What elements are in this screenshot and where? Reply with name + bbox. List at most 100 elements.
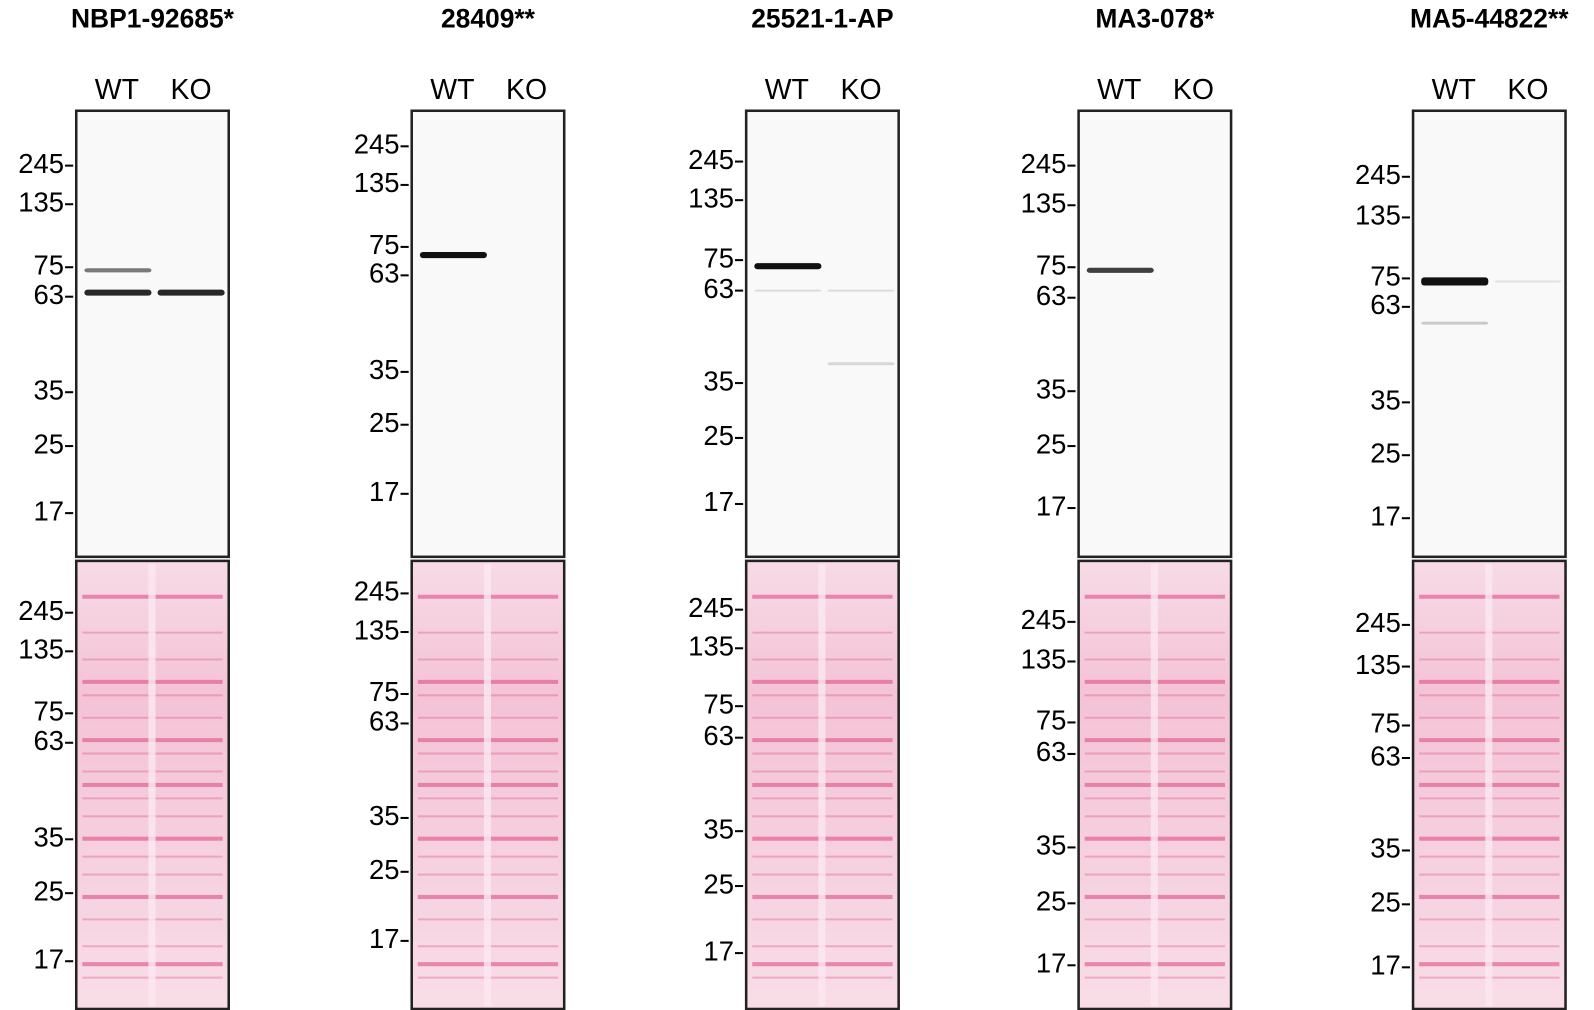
band bbox=[84, 268, 152, 273]
lane-label: WT bbox=[1432, 74, 1476, 106]
band bbox=[827, 289, 895, 292]
panel-title: 25521-1-AP bbox=[751, 3, 893, 33]
lane-label: WT bbox=[1097, 74, 1141, 106]
panel: MA3-078*WT KO2451357563352517245135756335… bbox=[1021, 3, 1233, 1010]
marker-label: 35 bbox=[369, 800, 400, 831]
lane-label: KO bbox=[1507, 74, 1548, 106]
blot-membrane bbox=[74, 109, 231, 559]
marker-label: 63 bbox=[369, 706, 400, 737]
marker-label: 63 bbox=[1036, 280, 1067, 311]
lane-label: KO bbox=[506, 74, 547, 106]
marker-label: 63 bbox=[369, 258, 400, 289]
marker-label: 25 bbox=[369, 854, 400, 885]
marker-label: 75 bbox=[1370, 261, 1401, 292]
lane-gap bbox=[818, 563, 826, 1006]
marker-label: 135 bbox=[354, 614, 400, 645]
lane-label: WT bbox=[430, 74, 474, 106]
marker-label: 25 bbox=[369, 407, 400, 438]
marker-label: 25 bbox=[1370, 437, 1401, 468]
marker-label: 135 bbox=[18, 186, 64, 217]
marker-label: 75 bbox=[34, 696, 65, 727]
marker-label: 17 bbox=[1370, 500, 1401, 531]
marker-label: 135 bbox=[1021, 644, 1067, 675]
lane-gap bbox=[148, 563, 156, 1006]
band bbox=[84, 289, 152, 296]
marker-label: 75 bbox=[369, 229, 400, 260]
marker-label: 63 bbox=[703, 273, 734, 304]
marker-label: 17 bbox=[1036, 490, 1067, 521]
marker-label: 63 bbox=[34, 725, 65, 756]
band bbox=[754, 289, 822, 292]
panel: MA5-44822**WT KO2451357563352517245135756… bbox=[1355, 3, 1569, 1010]
marker-label: 245 bbox=[354, 129, 400, 160]
panel-title: MA5-44822** bbox=[1410, 3, 1569, 33]
panel-title: MA3-078* bbox=[1095, 3, 1215, 33]
band bbox=[754, 263, 822, 270]
lane-label: KO bbox=[840, 74, 881, 106]
blot-membrane bbox=[1077, 109, 1233, 559]
blot-membrane bbox=[744, 109, 900, 559]
marker-label: 63 bbox=[1370, 740, 1401, 771]
marker-label: 63 bbox=[1370, 289, 1401, 320]
band bbox=[1421, 321, 1489, 325]
marker-label: 35 bbox=[34, 374, 65, 405]
marker-label: 17 bbox=[34, 495, 65, 526]
lane-label: WT bbox=[765, 74, 809, 106]
band bbox=[1494, 280, 1562, 283]
blot-membrane bbox=[410, 109, 566, 559]
marker-label: 35 bbox=[703, 813, 734, 844]
marker-label: 75 bbox=[1036, 249, 1067, 280]
marker-label: 135 bbox=[354, 167, 400, 198]
band bbox=[157, 289, 225, 296]
marker-label: 35 bbox=[1036, 830, 1067, 861]
lane-gap bbox=[1150, 563, 1158, 1006]
marker-label: 245 bbox=[354, 576, 400, 607]
marker-label: 25 bbox=[703, 868, 734, 899]
marker-label: 245 bbox=[1021, 148, 1067, 179]
marker-label: 245 bbox=[1021, 604, 1067, 635]
marker-label: 35 bbox=[1370, 833, 1401, 864]
marker-label: 75 bbox=[1036, 705, 1067, 736]
blot-membrane bbox=[1411, 109, 1567, 559]
band bbox=[1086, 267, 1154, 273]
lane-label: KO bbox=[171, 74, 212, 106]
lane-gap bbox=[483, 563, 492, 1006]
band bbox=[1421, 277, 1489, 286]
marker-label: 135 bbox=[1355, 649, 1401, 680]
band bbox=[419, 251, 487, 259]
marker-label: 245 bbox=[1355, 159, 1401, 190]
marker-label: 135 bbox=[1355, 200, 1401, 231]
marker-label: 17 bbox=[369, 476, 400, 507]
marker-label: 75 bbox=[703, 688, 734, 719]
panel-title: 28409** bbox=[441, 3, 536, 33]
marker-label: 17 bbox=[1370, 950, 1401, 981]
marker-label: 35 bbox=[34, 822, 65, 853]
marker-label: 63 bbox=[1036, 736, 1067, 767]
marker-label: 17 bbox=[1036, 948, 1067, 979]
marker-label: 245 bbox=[18, 595, 64, 626]
marker-label: 245 bbox=[688, 592, 734, 623]
marker-label: 245 bbox=[1355, 607, 1401, 638]
marker-label: 75 bbox=[34, 249, 65, 280]
marker-label: 35 bbox=[1036, 373, 1067, 404]
marker-label: 17 bbox=[703, 935, 734, 966]
panel: NBP1-92685*WT KO2451357563352517245135756… bbox=[18, 3, 235, 1010]
marker-label: 245 bbox=[18, 148, 64, 179]
panel: 28409**WT KO24513575633525172451357563352… bbox=[354, 3, 566, 1010]
marker-label: 25 bbox=[34, 875, 65, 906]
marker-label: 135 bbox=[688, 182, 734, 213]
lane-label: KO bbox=[1173, 74, 1214, 106]
marker-label: 135 bbox=[1021, 188, 1067, 219]
lane-label: WT bbox=[95, 74, 139, 106]
marker-label: 75 bbox=[703, 242, 734, 273]
marker-label: 63 bbox=[703, 720, 734, 751]
band bbox=[827, 362, 895, 366]
marker-label: 35 bbox=[1370, 385, 1401, 416]
marker-label: 17 bbox=[34, 943, 65, 974]
marker-label: 35 bbox=[369, 354, 400, 385]
marker-label: 25 bbox=[1036, 428, 1067, 459]
marker-label: 75 bbox=[1370, 708, 1401, 739]
marker-label: 135 bbox=[18, 634, 64, 665]
